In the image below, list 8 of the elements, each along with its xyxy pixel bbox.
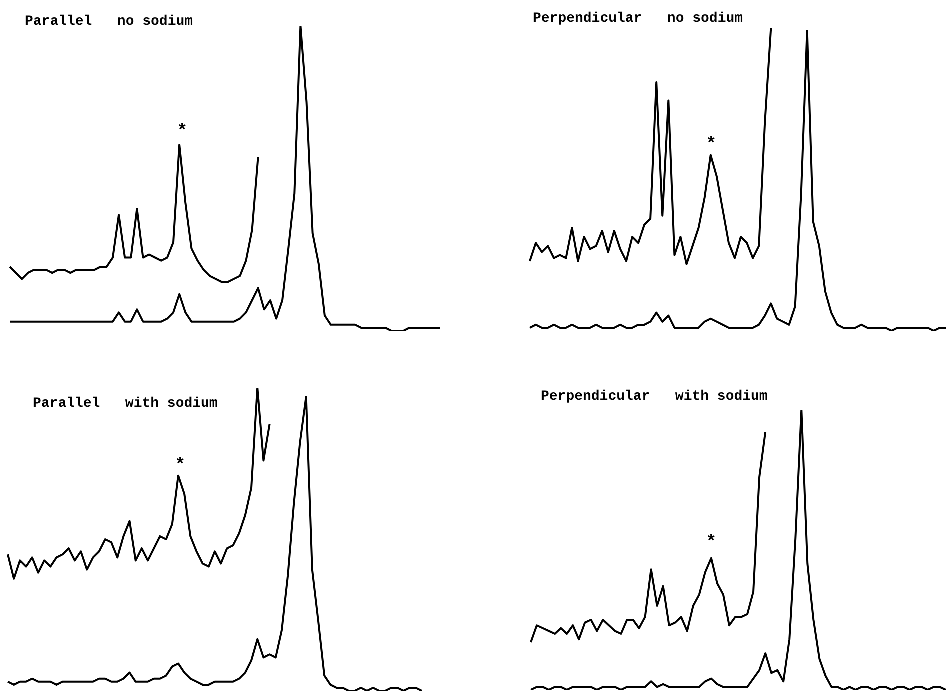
chart-title: Perpendicular with sodium	[541, 389, 768, 405]
annotation: *	[177, 122, 188, 142]
text: Parallel with sodium	[33, 396, 218, 412]
chart-title: Parallel no sodium	[25, 14, 194, 30]
annotation: *	[175, 456, 186, 476]
annotation: *	[706, 533, 717, 553]
chart-title: Perpendicular no sodium	[533, 11, 744, 27]
annotation: *	[706, 135, 717, 155]
